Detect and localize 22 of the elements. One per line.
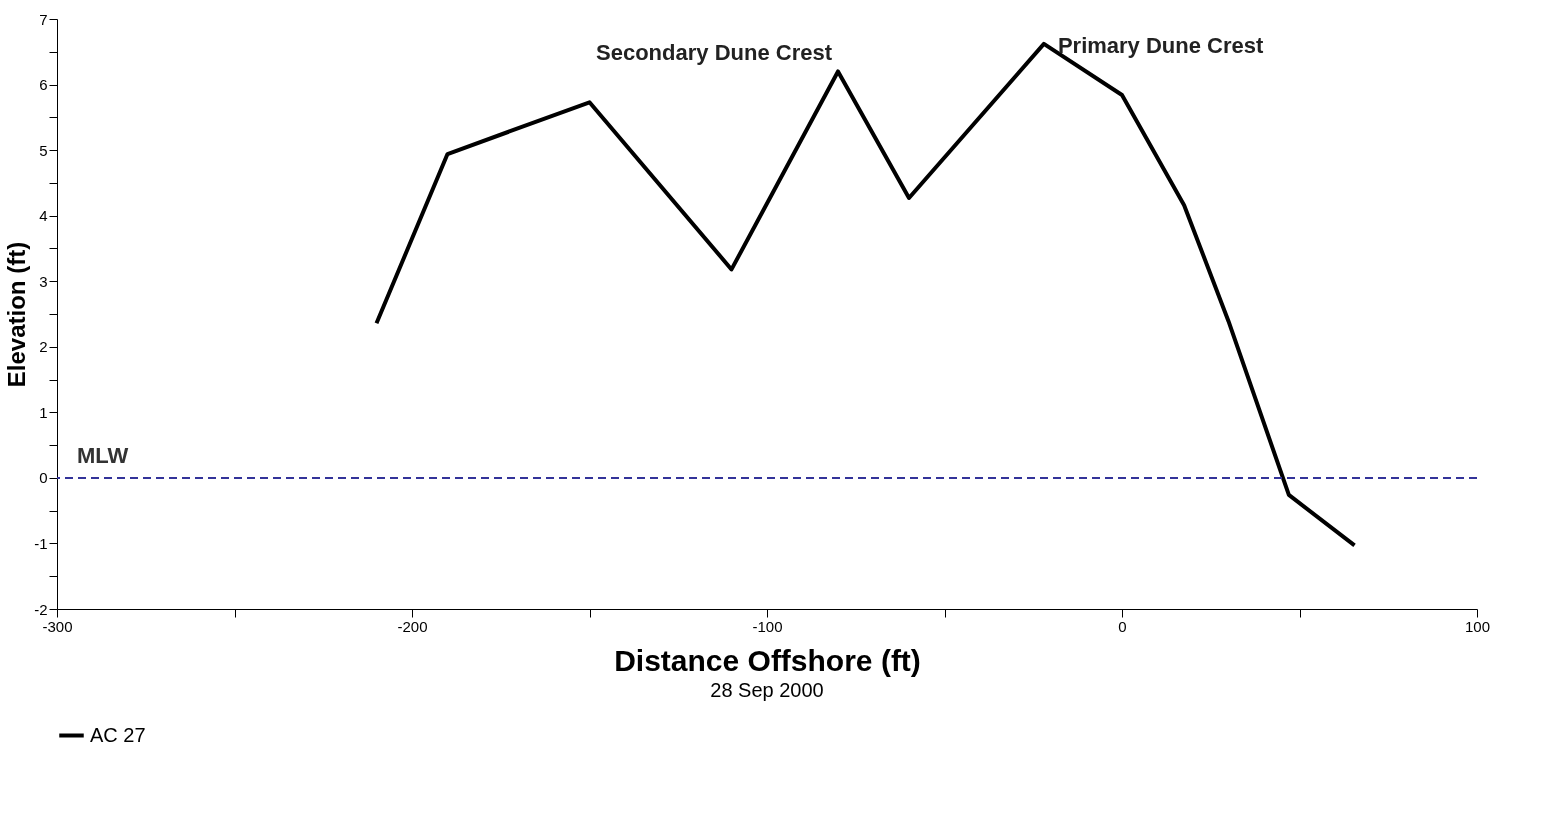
x-tick-label: 100 — [1464, 617, 1491, 635]
y-axis-title: Elevation (ft) — [3, 241, 31, 388]
y-tick-label: 6 — [39, 76, 48, 94]
x-tick-label: -300 — [42, 617, 73, 635]
y-tick-label: 5 — [39, 141, 48, 159]
ref-line-label: MLW — [77, 442, 129, 468]
text: 28 Sep 2000 — [710, 678, 824, 701]
y-tick-label: 3 — [39, 272, 48, 290]
y-tick-label: -1 — [34, 534, 48, 552]
x-tick-label: 0 — [1118, 617, 1127, 635]
legend-label: AC 27 — [90, 723, 146, 746]
x-tick-label: -200 — [397, 617, 428, 635]
x-axis-title: Distance Offshore (ft) — [614, 643, 921, 677]
y-tick-label: 4 — [39, 207, 48, 225]
y-tick-label: 2 — [39, 338, 48, 356]
annotation: Secondary Dune Crest — [596, 40, 833, 66]
y-tick-label: 7 — [39, 10, 48, 28]
y-tick-label: 0 — [39, 469, 48, 487]
annotation: Primary Dune Crest — [1057, 32, 1264, 58]
y-tick-label: -2 — [34, 600, 48, 618]
x-tick-label: -100 — [752, 617, 783, 635]
y-tick-label: 1 — [39, 403, 48, 421]
